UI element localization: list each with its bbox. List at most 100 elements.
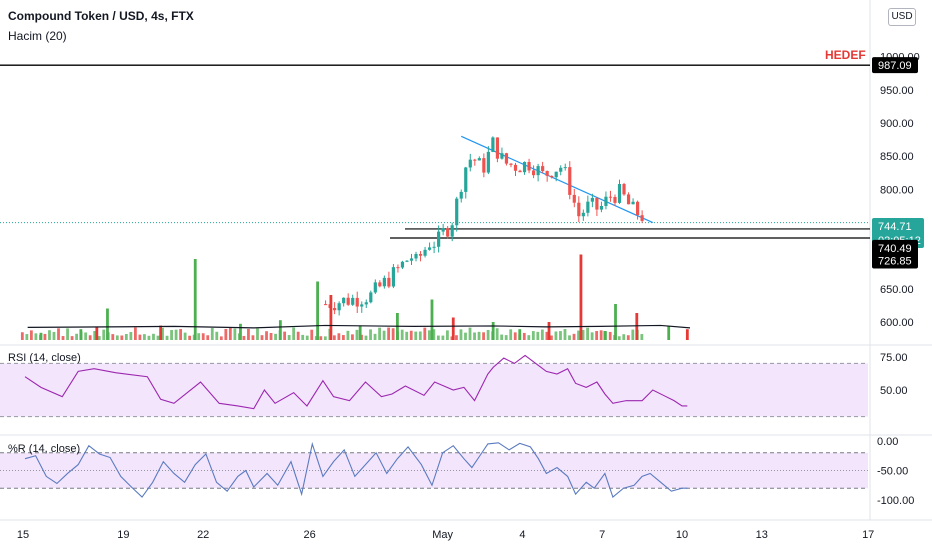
candle-body <box>536 166 540 176</box>
wr-line <box>24 441 688 498</box>
volume-bar <box>563 329 567 340</box>
volume-bar <box>595 331 599 340</box>
x-tick-label: 26 <box>303 529 315 541</box>
volume-spike <box>193 259 197 340</box>
volume-spike <box>518 329 522 340</box>
volume-bar <box>247 328 250 340</box>
volume-bar <box>459 329 463 340</box>
volume-bar <box>88 335 92 340</box>
volume-spike <box>316 281 319 340</box>
wr-y-tick-label: 0.00 <box>877 436 898 448</box>
candle-body <box>581 212 585 217</box>
volume-bar <box>531 331 535 340</box>
candle-body <box>333 308 337 311</box>
volume-bar <box>93 331 97 340</box>
candle-body <box>518 170 522 173</box>
volume-bar <box>346 330 350 340</box>
volume-bar <box>52 331 56 340</box>
volume-spike <box>451 317 455 340</box>
volume-spike <box>430 299 434 340</box>
candle-body <box>577 202 581 217</box>
volume-bar <box>513 332 517 340</box>
volume-bar <box>197 333 201 340</box>
candle-body <box>504 153 509 164</box>
volume-bar <box>617 336 621 340</box>
candle-body <box>337 303 341 311</box>
volume-spike <box>358 325 362 340</box>
level-726-tag <box>872 252 918 269</box>
wr-y-tick-label: -50.00 <box>877 466 908 478</box>
candle-body <box>477 158 481 161</box>
volume-bar <box>473 332 476 340</box>
candle-body <box>622 184 626 195</box>
candle-body <box>441 228 445 232</box>
volume-bar <box>581 329 585 340</box>
candle-body <box>554 171 558 178</box>
currency-button[interactable]: USD <box>888 8 916 26</box>
candle-body <box>427 247 432 250</box>
volume-spike <box>579 254 583 340</box>
volume-bar <box>536 331 540 340</box>
volume-spike <box>329 295 333 340</box>
volume-bar <box>599 330 603 340</box>
descending-trendline <box>460 135 654 224</box>
volume-group <box>20 254 689 340</box>
rsi-y-tick-label: 75.00 <box>880 352 908 364</box>
candle-body <box>599 205 604 210</box>
volume-bar <box>441 335 445 340</box>
volume-bar <box>43 333 47 340</box>
volume-bar <box>337 333 341 340</box>
volume-bar <box>418 331 422 340</box>
candle-body <box>468 159 472 168</box>
volume-bar <box>319 336 323 340</box>
volume-bar <box>540 329 544 340</box>
volume-spike <box>547 322 551 340</box>
volume-bar <box>586 327 589 340</box>
volume-spike <box>685 329 689 340</box>
volume-bar <box>364 335 368 340</box>
candle-body <box>396 267 400 269</box>
price-y-tick-label: 800.00 <box>880 184 914 196</box>
volume-bar <box>201 333 205 340</box>
level-740-tag <box>872 239 918 256</box>
volume-bar <box>446 330 449 340</box>
candle-body <box>355 297 359 307</box>
volume-bar <box>183 332 187 340</box>
volume-bar <box>84 332 88 340</box>
candle-body <box>418 253 423 256</box>
candle-body <box>409 258 414 261</box>
volume-bar <box>251 335 255 340</box>
x-tick-label: 10 <box>676 529 688 541</box>
price-y-tick-label: 950.00 <box>880 85 914 97</box>
last-price-value: 744.71 <box>878 221 912 233</box>
wr-band <box>0 452 868 489</box>
candle-body <box>563 167 567 169</box>
candle-body <box>604 196 608 206</box>
candle-body <box>382 277 386 287</box>
volume-bar <box>147 335 151 340</box>
volume-bar <box>206 335 210 340</box>
rsi-y-tick-label: 50.00 <box>880 385 908 397</box>
volume-bar <box>138 334 142 340</box>
volume-bar <box>228 327 232 340</box>
volume-bar <box>432 329 436 340</box>
volume-bar <box>486 329 490 340</box>
candle-body <box>482 158 486 173</box>
candle-body <box>626 194 631 205</box>
volume-bar <box>260 335 264 340</box>
volume-bar <box>25 334 29 340</box>
volume-bar <box>188 335 192 340</box>
volume-bar <box>210 328 214 340</box>
volume-bar <box>631 329 635 340</box>
rsi-legend: RSI (14, close) <box>8 352 81 364</box>
volume-bar <box>57 328 60 340</box>
volume-bar <box>622 334 626 340</box>
volume-bar <box>545 331 549 340</box>
volume-spike <box>667 326 671 340</box>
volume-bar <box>550 335 553 340</box>
volume-spike <box>278 320 282 340</box>
candle-body <box>455 198 459 226</box>
candle-body <box>473 159 477 161</box>
volume-bar <box>468 327 472 340</box>
